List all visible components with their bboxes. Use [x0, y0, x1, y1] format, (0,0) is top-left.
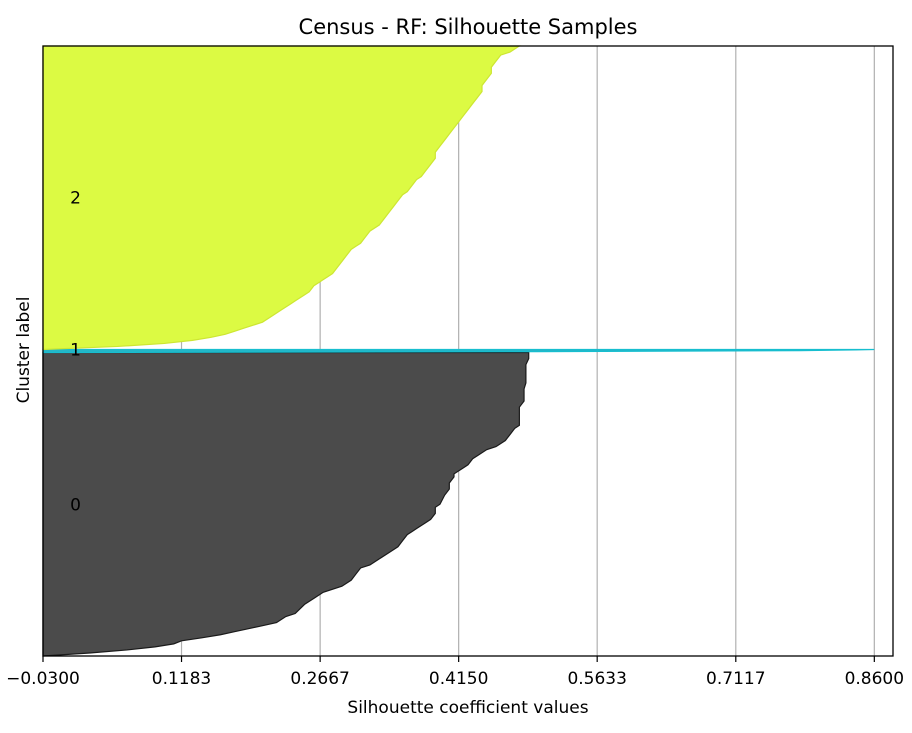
chart-title: Census - RF: Silhouette Samples: [299, 15, 638, 39]
x-tick-label-3: 0.4150: [429, 669, 488, 689]
x-tick-label-5: 0.7117: [706, 669, 765, 689]
x-tick-label-6: 0.8600: [845, 669, 904, 689]
y-axis-label: Cluster label: [14, 297, 34, 404]
x-tick-label-0: −0.0300: [6, 669, 80, 689]
y-tick-label-2: 2: [70, 189, 81, 209]
x-tick-label-2: 0.2667: [290, 669, 349, 689]
x-tick-label-4: 0.5633: [567, 669, 626, 689]
x-axis-label: Silhouette coefficient values: [347, 698, 588, 718]
y-axis-ticks: 0 1 2: [70, 189, 81, 516]
cluster-1-silhouette: [42, 348, 875, 354]
y-tick-label-1: 1: [70, 340, 81, 360]
x-tick-label-1: 0.1183: [152, 669, 211, 689]
cluster-fills: [42, 45, 875, 657]
cluster-0-silhouette: [42, 351, 530, 657]
x-axis-ticks: −0.0300 0.1183 0.2667 0.4150 0.5633 0.7117 0.8…: [6, 656, 904, 689]
y-tick-label-0: 0: [70, 495, 81, 515]
cluster-2-silhouette: [42, 45, 522, 351]
plot-area-frame: [42, 45, 894, 657]
